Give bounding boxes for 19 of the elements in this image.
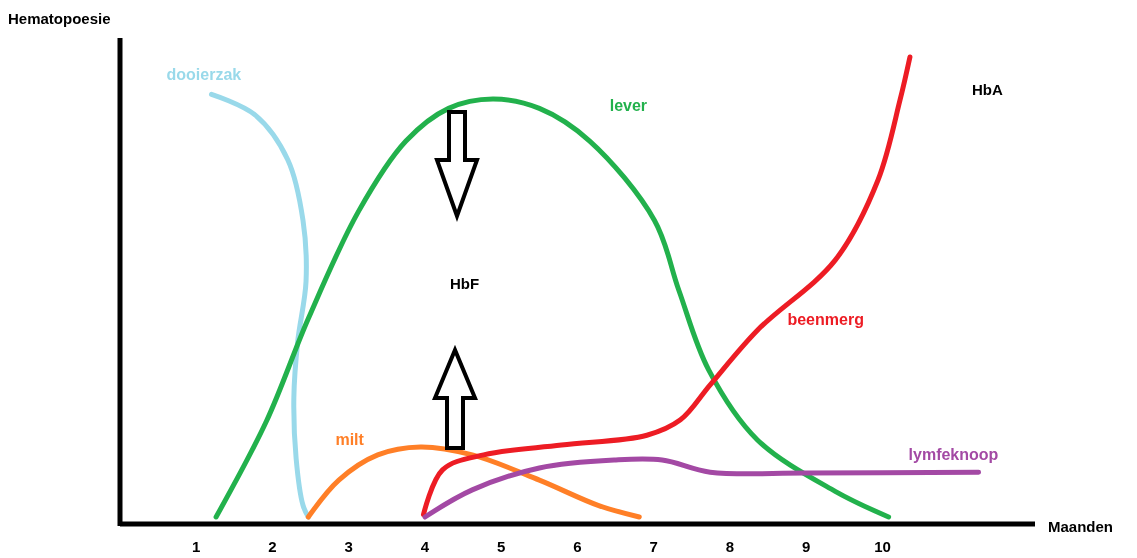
x-tick-label: 6 <box>573 538 582 555</box>
series-label: milt <box>335 430 365 448</box>
x-tick-label: 1 <box>192 538 201 555</box>
series-label: dooierzak <box>166 66 242 84</box>
x-tick-label: 8 <box>725 538 735 555</box>
series-label: beenmerg <box>787 311 864 329</box>
x-tick-label: 10 <box>874 538 891 555</box>
x-tick-label: 3 <box>344 538 353 555</box>
x-tick-label: 5 <box>497 538 506 555</box>
text: lever <box>609 97 648 115</box>
x-tick-label: 2 <box>268 538 277 555</box>
annotation: HbA <box>972 81 1003 98</box>
x-tick-label: 7 <box>649 538 658 555</box>
x-tick-label: 4 <box>420 538 430 555</box>
x-tick-label: 9 <box>802 538 811 555</box>
annotation: HbF <box>450 275 480 292</box>
y-axis-title: Hematopoesie <box>8 10 111 27</box>
series-label: lymfeknoop <box>908 446 999 464</box>
x-axis-title: Maanden <box>1048 518 1114 535</box>
